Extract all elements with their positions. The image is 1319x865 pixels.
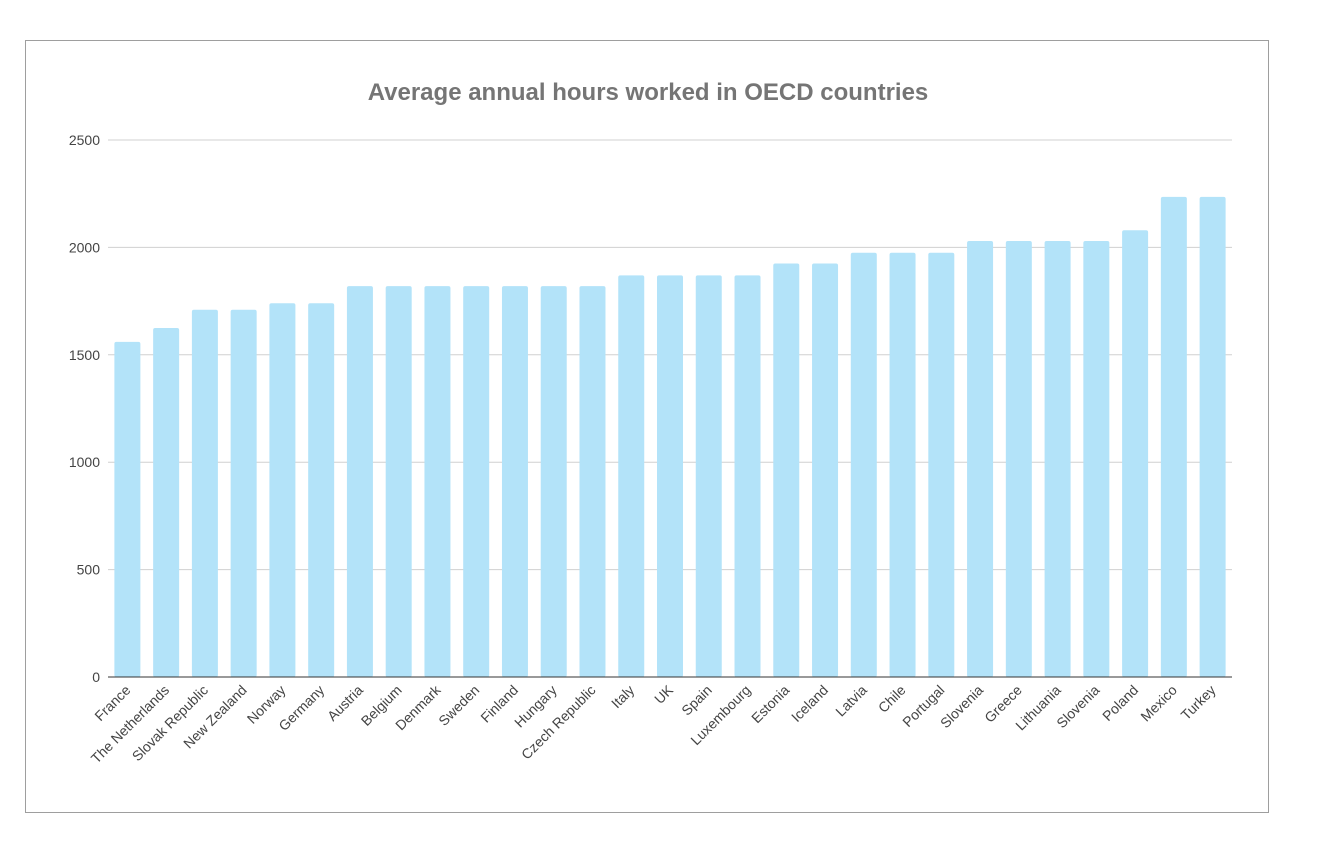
bar [1122, 230, 1149, 677]
bar [114, 341, 141, 677]
bar [812, 263, 839, 677]
bar [773, 263, 800, 677]
bar [967, 240, 994, 677]
x-tick-label: Iceland [788, 682, 831, 725]
bar [501, 286, 528, 677]
bar [695, 275, 722, 677]
bar [153, 327, 180, 677]
bar [657, 275, 683, 677]
bar [269, 303, 296, 677]
chart-frame [25, 40, 1269, 813]
x-tick-label: Slovenia [1053, 682, 1102, 731]
bar [230, 309, 257, 677]
x-tick-label: Poland [1099, 682, 1141, 724]
bar [191, 309, 218, 677]
bar [1005, 240, 1032, 677]
y-tick-label: 0 [92, 669, 100, 685]
x-tick-label: Slovenia [937, 682, 986, 731]
bar [463, 286, 490, 677]
bar [889, 252, 916, 677]
x-tick-label: Estonia [748, 682, 792, 726]
y-tick-label: 2000 [69, 239, 100, 255]
y-tick-label: 1000 [69, 454, 100, 470]
bar [346, 286, 373, 677]
x-tick-label: Mexico [1137, 682, 1180, 725]
y-tick-label: 1500 [69, 347, 100, 363]
bar [928, 252, 955, 677]
chart-title: Average annual hours worked in OECD coun… [368, 79, 929, 106]
y-tick-label: 2500 [69, 132, 100, 148]
y-tick-label: 500 [77, 562, 101, 578]
bar [1199, 196, 1226, 677]
bar [579, 286, 606, 677]
bar [734, 275, 761, 677]
x-tick-label: Spain [678, 682, 715, 719]
bar [1083, 240, 1110, 677]
bar [618, 275, 645, 677]
bar [1160, 196, 1187, 677]
x-tick-label: UK [651, 681, 677, 707]
x-tick-label: Chile [875, 682, 909, 716]
bar [385, 286, 412, 677]
x-tick-label: Italy [608, 682, 637, 711]
bar [540, 286, 567, 677]
bar [424, 286, 451, 677]
x-tick-label: Latvia [832, 682, 870, 720]
bar [850, 252, 877, 677]
x-tick-label: Turkey [1178, 682, 1219, 723]
bar [1044, 240, 1071, 677]
x-tick-label: Sweden [435, 682, 482, 729]
bar [308, 303, 335, 677]
